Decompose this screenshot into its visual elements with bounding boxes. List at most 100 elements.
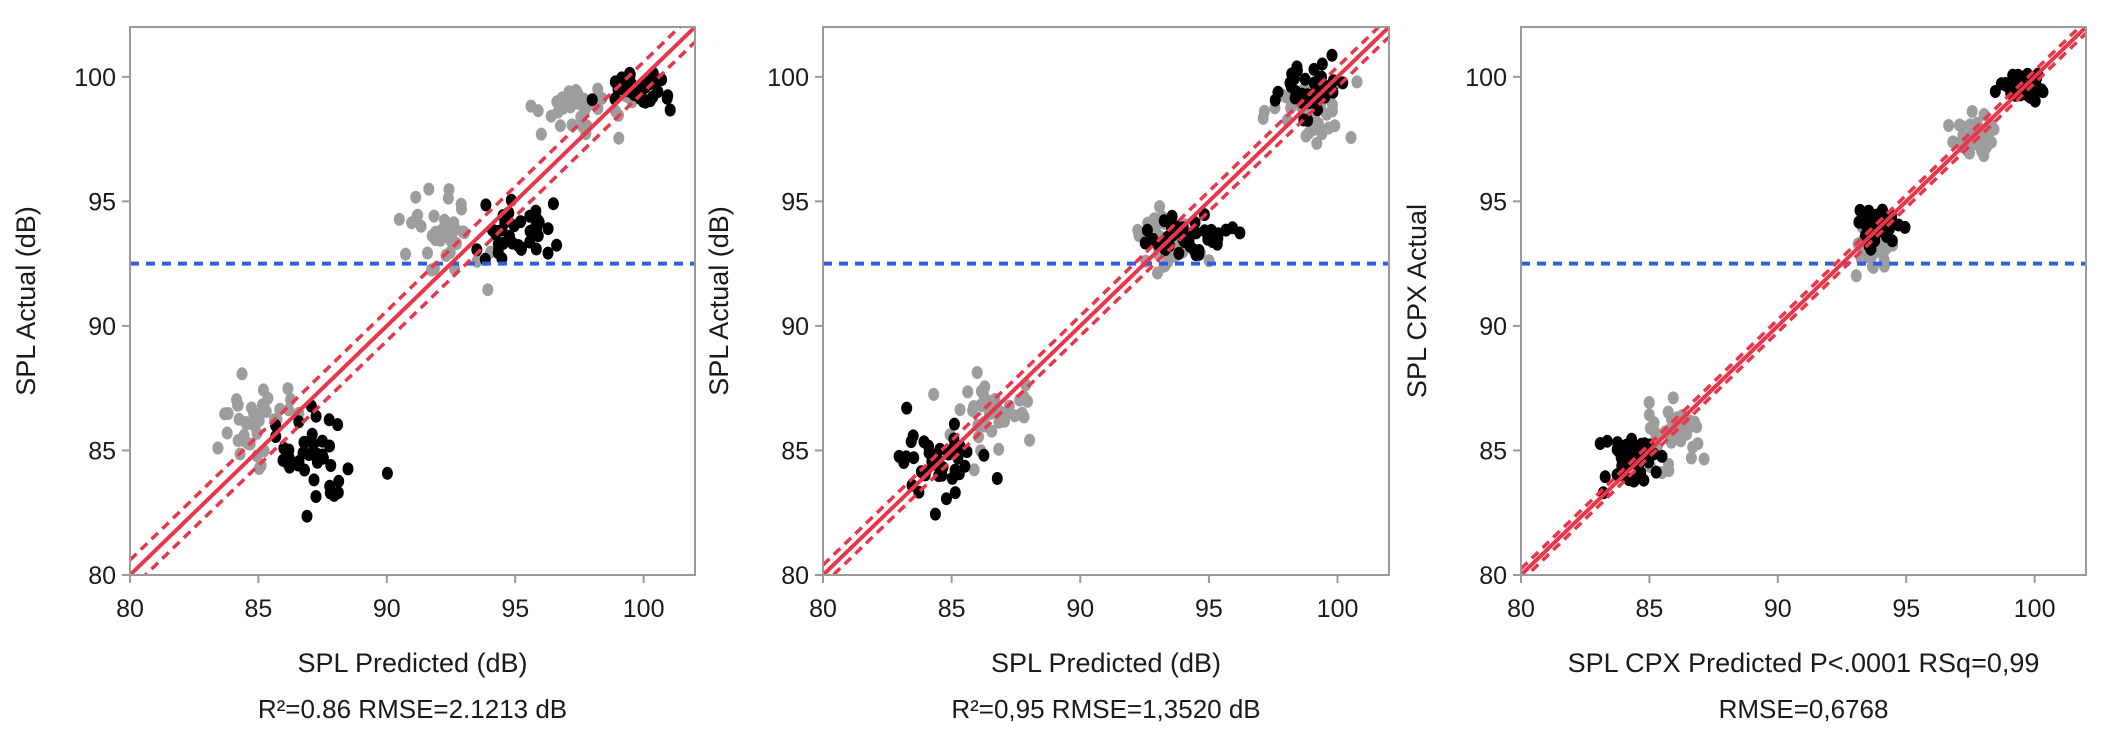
- data-point: [311, 455, 323, 469]
- data-point: [251, 426, 263, 440]
- data-point: [2000, 78, 2012, 92]
- data-point: [971, 366, 983, 379]
- data-point: [1698, 452, 1710, 466]
- data-point: [333, 474, 345, 488]
- y-tick-label: 95: [1479, 188, 1507, 216]
- data-point: [2024, 90, 2036, 104]
- data-point: [222, 407, 234, 420]
- data-point: [516, 241, 528, 255]
- data-point: [436, 223, 448, 237]
- data-point: [1326, 48, 1338, 62]
- data-point: [993, 442, 1005, 456]
- data-point: [443, 183, 455, 197]
- x-tick-label: 95: [1195, 595, 1223, 623]
- data-point: [571, 85, 583, 99]
- data-point: [613, 131, 625, 145]
- data-point: [664, 103, 676, 117]
- data-point: [212, 441, 224, 455]
- y-axis-title: SPL Actual (dB): [11, 206, 41, 396]
- data-point: [1299, 72, 1311, 86]
- data-point: [949, 486, 961, 500]
- data-point: [901, 401, 913, 415]
- x-tick-label: 95: [501, 595, 529, 623]
- data-point: [1183, 232, 1195, 246]
- data-point: [278, 441, 290, 455]
- data-point: [1321, 107, 1333, 121]
- data-point: [1300, 129, 1312, 143]
- data-point: [1886, 234, 1898, 248]
- stats-caption: RMSE=0,6768: [1719, 694, 1889, 724]
- x-tick-label: 85: [245, 595, 273, 623]
- data-point: [557, 101, 569, 115]
- data-point: [923, 439, 934, 453]
- data-point: [2012, 68, 2024, 82]
- data-point: [634, 91, 646, 105]
- data-point: [898, 456, 910, 469]
- data-point: [236, 367, 248, 381]
- data-point: [1329, 119, 1341, 133]
- y-tick-label: 95: [781, 188, 809, 216]
- data-point: [1978, 149, 1990, 163]
- data-point: [991, 472, 1003, 485]
- data-point: [332, 418, 344, 432]
- data-point: [1288, 72, 1300, 86]
- data-point: [1648, 416, 1660, 430]
- data-point: [1188, 243, 1200, 257]
- ci-lower-line: [1524, 31, 2086, 575]
- data-point: [542, 246, 554, 260]
- data-point: [907, 429, 919, 443]
- data-point: [455, 197, 467, 211]
- data-point: [410, 190, 422, 204]
- data-point: [1650, 465, 1662, 479]
- data-point: [999, 414, 1011, 428]
- data-point: [928, 387, 940, 401]
- x-tick-label: 100: [1317, 595, 1359, 623]
- data-point: [1308, 62, 1320, 76]
- fit-line: [823, 27, 1389, 575]
- data-point: [551, 238, 563, 252]
- data-point: [324, 486, 336, 500]
- x-tick-label: 100: [2014, 595, 2056, 623]
- stats-caption: R²=0,95 RMSE=1,3520 dB: [951, 694, 1260, 724]
- data-point: [423, 182, 435, 196]
- data-point: [1869, 209, 1881, 223]
- data-point: [1626, 432, 1638, 446]
- data-point: [1173, 246, 1185, 260]
- data-point: [1639, 437, 1651, 451]
- y-tick-label: 85: [1479, 437, 1507, 465]
- x-tick-label: 90: [1066, 595, 1094, 623]
- data-point: [1643, 396, 1655, 409]
- data-point: [1656, 449, 1668, 463]
- ci-upper-line: [1521, 27, 2083, 571]
- data-point: [1685, 451, 1697, 465]
- data-point: [508, 219, 520, 233]
- y-tick-label: 90: [781, 313, 809, 341]
- data-point: [1629, 473, 1640, 487]
- data-point: [310, 409, 322, 423]
- data-point: [325, 459, 337, 472]
- data-point: [1024, 433, 1036, 447]
- data-point: [1166, 209, 1178, 223]
- data-point: [393, 212, 405, 226]
- data-point: [480, 198, 492, 212]
- points-panel-1: [212, 66, 676, 523]
- data-point: [323, 413, 335, 427]
- ci-upper-line: [823, 27, 1382, 567]
- plot-frame: [1520, 26, 2087, 576]
- y-tick-label: 95: [88, 188, 116, 216]
- x-axis-title: SPL CPX Predicted P<.0001 RSq=0,99: [1568, 648, 2040, 678]
- data-point: [282, 456, 294, 470]
- data-point: [240, 416, 252, 429]
- data-point: [1258, 104, 1270, 118]
- data-point: [293, 415, 305, 429]
- data-point: [1009, 409, 1021, 423]
- data-point: [940, 492, 952, 506]
- fit-line: [130, 27, 695, 575]
- x-axis-title: SPL Predicted (dB): [297, 648, 527, 678]
- y-tick-label: 90: [88, 313, 116, 341]
- data-point: [1601, 434, 1613, 448]
- data-point: [428, 209, 440, 223]
- data-point: [324, 439, 335, 453]
- data-point: [299, 435, 311, 449]
- data-point: [662, 89, 674, 103]
